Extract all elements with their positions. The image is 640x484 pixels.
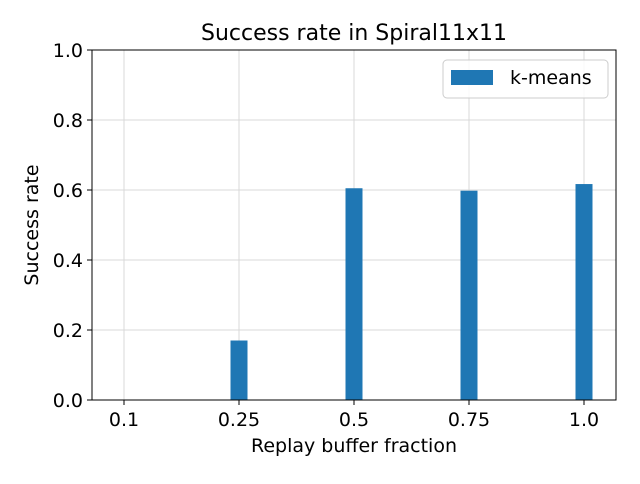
axis-ticks: 0.0 0.2 0.4 0.6 0.8 1.0 0.1 0.25 0.5 0.75 1.0: [53, 40, 599, 431]
legend-swatch: [451, 70, 493, 85]
x-tick-label: 0.1: [109, 409, 139, 431]
x-axis-label: Replay buffer fraction: [251, 435, 457, 457]
y-tick-label: 0.2: [53, 320, 83, 342]
y-tick-label: 0.0: [53, 390, 83, 412]
legend-label: k-means: [510, 67, 592, 89]
y-tick-label: 1.0: [53, 40, 83, 62]
bar: [575, 184, 593, 400]
bars: [230, 184, 593, 400]
chart-title: Success rate in Spiral11x11: [201, 21, 507, 46]
y-axis-label: Success rate: [21, 164, 43, 285]
x-tick-label: 0.25: [218, 409, 260, 431]
x-tick-label: 0.75: [448, 409, 490, 431]
legend: k-means: [442, 59, 609, 99]
bar: [230, 340, 248, 400]
x-tick-label: 0.5: [339, 409, 369, 431]
y-tick-label: 0.6: [53, 180, 83, 202]
x-tick-label: 1.0: [569, 409, 599, 431]
legend-box: [442, 59, 609, 99]
bar: [460, 190, 478, 400]
y-tick-label: 0.8: [53, 110, 83, 132]
bar: [345, 188, 363, 400]
y-tick-label: 0.4: [53, 250, 83, 272]
